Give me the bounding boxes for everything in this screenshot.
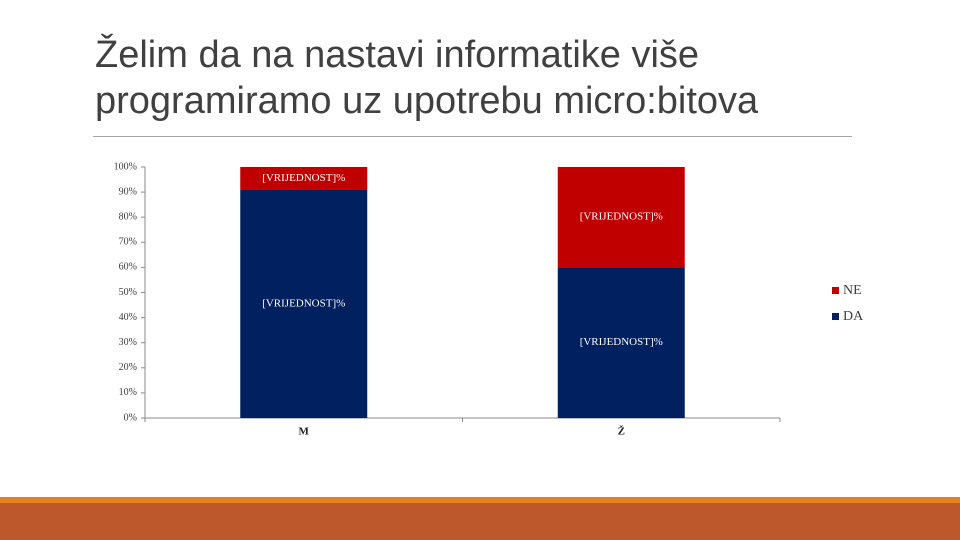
bar-segment <box>557 167 685 268</box>
y-tick-label: 40% <box>119 312 137 323</box>
y-tick-label: 30% <box>119 337 137 348</box>
y-tick-label: 80% <box>119 211 137 222</box>
data-label: [VRIJEDNOST]% <box>580 211 663 223</box>
slide-title: Želim da na nastavi informatike više pro… <box>95 34 759 122</box>
x-tick-label: Ž <box>618 426 625 438</box>
y-tick-label: 60% <box>119 262 137 273</box>
x-tick-label: M <box>299 426 310 438</box>
y-tick-label: 0% <box>124 412 137 423</box>
legend-label: NE <box>843 283 862 298</box>
legend-swatch <box>832 287 839 294</box>
legend-label: DA <box>843 309 864 324</box>
data-label: [VRIJEDNOST]% <box>580 336 663 348</box>
bar-segment <box>240 167 368 190</box>
footer-stripe <box>0 497 960 503</box>
y-tick-label: 70% <box>119 237 137 248</box>
bar-segment <box>240 189 368 418</box>
footer-band <box>0 503 960 540</box>
legend-swatch <box>832 313 839 320</box>
title-rule <box>93 136 852 137</box>
y-tick-label: 10% <box>119 387 137 398</box>
y-tick-label: 20% <box>119 362 137 373</box>
bar-segment <box>557 267 685 418</box>
y-tick-label: 100% <box>114 161 137 172</box>
y-tick-label: 50% <box>119 287 137 298</box>
data-label: [VRIJEDNOST]% <box>262 172 345 184</box>
y-tick-label: 90% <box>119 186 137 197</box>
data-label: [VRIJEDNOST]% <box>262 297 345 309</box>
